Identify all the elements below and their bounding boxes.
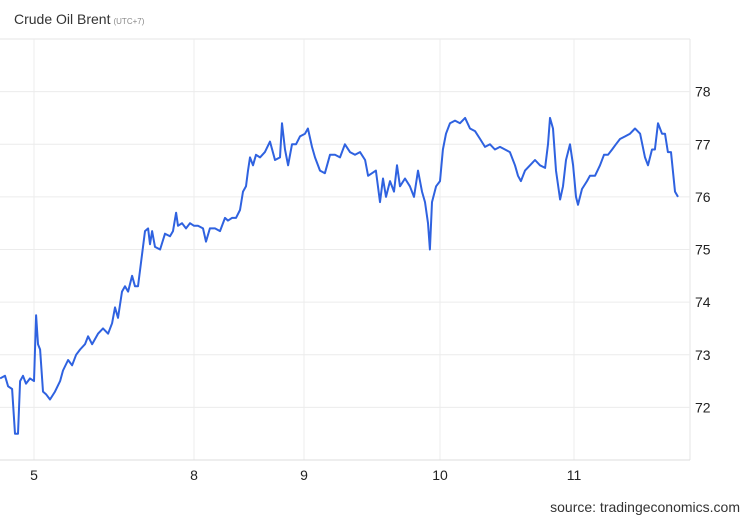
source-label: source: tradingeconomics.com [550, 499, 740, 515]
y-tick-label: 76 [695, 189, 711, 205]
y-tick-label: 77 [695, 136, 711, 152]
timezone-label: (UTC+7) [113, 17, 145, 26]
y-tick-label: 73 [695, 347, 711, 363]
y-tick-label: 74 [695, 294, 711, 310]
y-tick-label: 78 [695, 84, 711, 100]
chart-title: Crude Oil Brent (UTC+7) [14, 11, 144, 27]
title-text: Crude Oil Brent [14, 11, 111, 27]
x-tick-label: 5 [30, 467, 38, 483]
x-tick-label: 11 [567, 467, 582, 483]
x-tick-label: 9 [300, 467, 308, 483]
x-tick-label: 10 [432, 467, 448, 483]
x-tick-label: 8 [190, 467, 198, 483]
price-line [0, 116, 679, 435]
y-tick-label: 75 [695, 242, 711, 258]
y-tick-label: 72 [695, 399, 711, 415]
